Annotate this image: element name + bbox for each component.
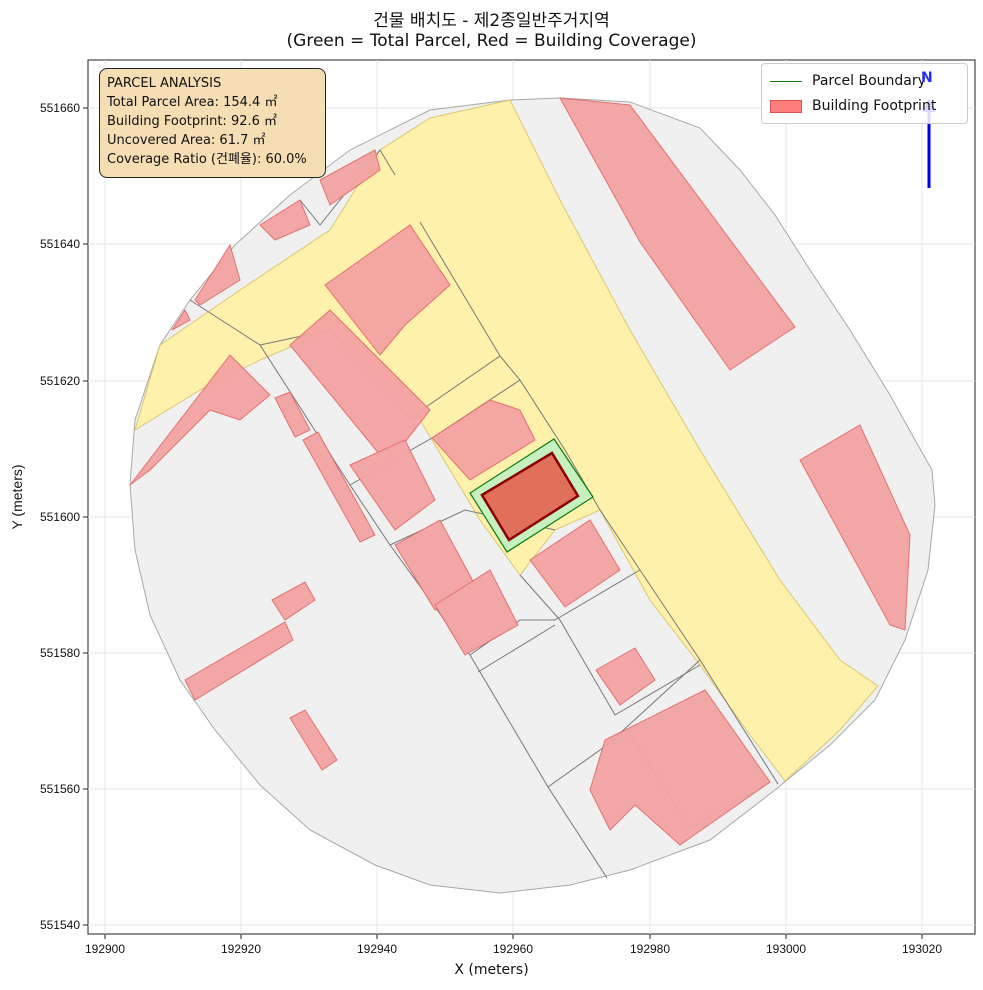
x-tick-labels: 192900 192920 192940 192960 192980 19300…: [85, 942, 942, 956]
y-tick-label: 551560: [40, 782, 80, 796]
y-tick-labels: 551540 551560 551580 551600 551620 55164…: [40, 101, 80, 932]
context-building: [289, 709, 338, 771]
parcel-line: [477, 624, 556, 673]
context-building: [271, 581, 316, 621]
context-building: [129, 354, 271, 486]
infobox-total-area: Total Parcel Area: 154.4 ㎡: [107, 95, 278, 110]
legend-swatch-building: [770, 99, 802, 113]
parcel-analysis-box: PARCEL ANALYSIS Total Parcel Area: 154.4…: [99, 68, 326, 178]
x-tick-label: 192960: [493, 942, 533, 956]
context-building: [799, 424, 911, 631]
context-building: [289, 309, 431, 456]
x-tick-label: 192980: [630, 942, 670, 956]
context-building: [434, 569, 519, 656]
y-axis-label: Y (meters): [9, 464, 25, 529]
y-tick-label: 551540: [40, 918, 80, 932]
x-tick-label: 192900: [85, 942, 125, 956]
map-title-line1: 건물 배치도 - 제2종일반주거지역: [373, 11, 610, 31]
x-axis-label: X (meters): [454, 962, 529, 978]
legend: Parcel Boundary Building Footprint: [761, 63, 968, 124]
context-building: [559, 97, 796, 371]
x-tick-label: 193000: [766, 942, 806, 956]
infobox-coverage-ratio: Coverage Ratio (건폐율): 60.0%: [107, 152, 307, 167]
context-building: [324, 224, 451, 356]
context-building: [349, 439, 436, 531]
subject-building-footprint[interactable]: [480, 451, 580, 542]
context-building: [302, 431, 376, 543]
context-building: [274, 391, 311, 438]
legend-item-building: Building Footprint: [770, 96, 936, 116]
parcel-line: [519, 574, 701, 716]
context-building: [194, 243, 241, 306]
y-tick-label: 551660: [40, 101, 80, 115]
infobox-heading: PARCEL ANALYSIS: [107, 76, 222, 91]
context-building: [319, 149, 381, 206]
y-tick-label: 551620: [40, 374, 80, 388]
legend-swatch-parcel: [770, 80, 802, 82]
map-title-line2: (Green = Total Parcel, Red = Building Co…: [286, 31, 697, 51]
context-building: [589, 689, 771, 846]
infobox-uncovered-area: Uncovered Area: 61.7 ㎡: [107, 133, 266, 148]
legend-label-parcel: Parcel Boundary: [812, 73, 926, 89]
context-building: [529, 519, 621, 608]
x-tick-label: 193020: [902, 942, 942, 956]
north-label: N: [921, 70, 933, 86]
legend-item-parcel: Parcel Boundary: [770, 71, 926, 91]
legend-label-building: Building Footprint: [812, 98, 937, 114]
context-building: [184, 621, 294, 701]
context-building: [171, 308, 191, 331]
y-tick-label: 551600: [40, 510, 80, 524]
x-tick-label: 192940: [357, 942, 397, 956]
context-building: [259, 199, 311, 241]
context-building: [431, 399, 536, 481]
x-tick-label: 192920: [221, 942, 261, 956]
x-tick-marks: [104, 934, 923, 939]
infobox-building-footprint: Building Footprint: 92.6 ㎡: [107, 114, 278, 129]
y-tick-marks: [83, 107, 88, 926]
context-building: [595, 647, 656, 706]
parcel-line: [419, 221, 779, 785]
y-tick-label: 551640: [40, 237, 80, 251]
y-tick-label: 551580: [40, 646, 80, 660]
context-buildings: [129, 97, 911, 846]
